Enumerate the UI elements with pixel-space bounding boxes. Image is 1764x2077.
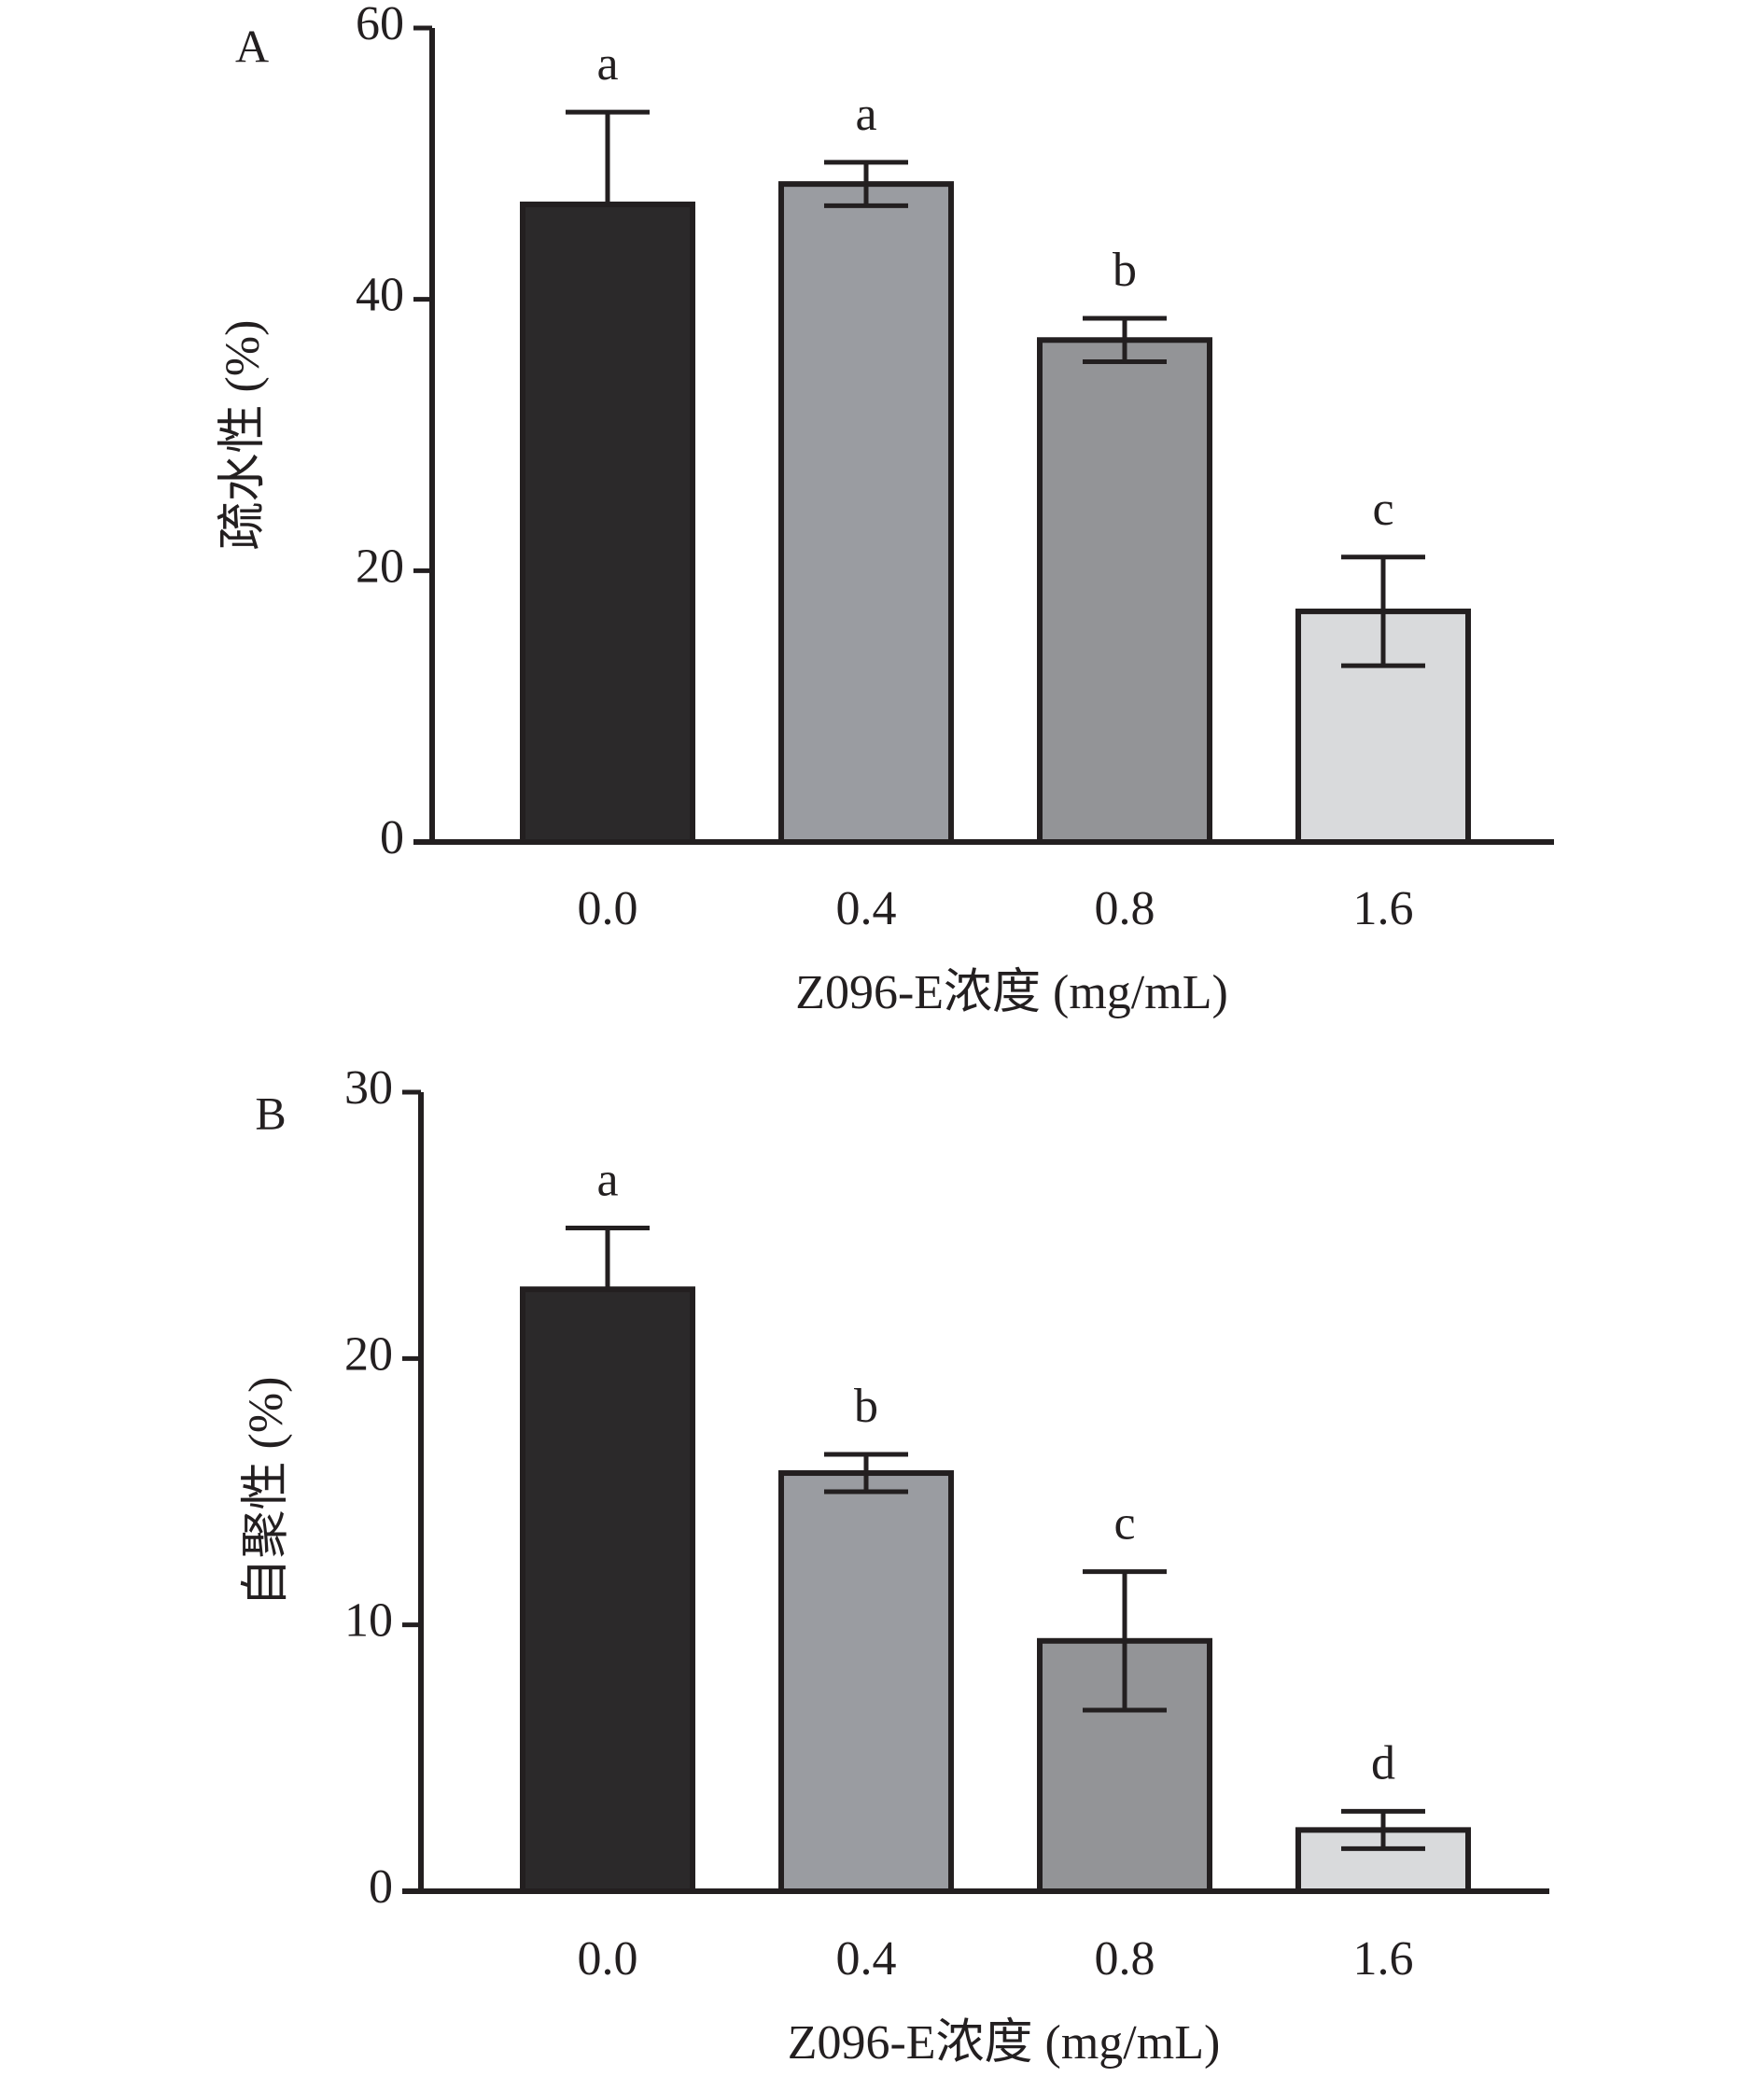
panel-a-bar: [520, 201, 695, 845]
panel-a-x-axis-title: Z096-E浓度 (mg/mL): [795, 966, 1228, 1019]
panel-b-y-tick-label: 30: [344, 1061, 393, 1115]
panel-a-y-tick-label: 20: [356, 540, 404, 593]
panel-b-y-tick-label: 10: [344, 1594, 393, 1648]
panel-b-label: B: [255, 1087, 286, 1139]
panel-a-y-tick-label: 60: [356, 0, 404, 50]
panel-b-bar: [778, 1470, 954, 1894]
panel-b-y-tick-label: 0: [369, 1860, 393, 1914]
panel-a-x-tick-label: 0.0: [578, 882, 638, 935]
panel-b-y-axis-title: 自聚性 (%): [240, 1377, 293, 1607]
panel-a-x-tick-label: 0.8: [1095, 882, 1155, 935]
panel-a-significance-label: a: [855, 88, 876, 141]
panel-b-x-tick-label: 0.8: [1095, 1932, 1155, 1986]
panel-a-bar: [1037, 337, 1212, 845]
panel-b-significance-label: a: [596, 1154, 618, 1207]
panel-b-x-tick-label: 1.6: [1353, 1932, 1414, 1986]
panel-a-y-tick-label: 40: [356, 269, 404, 322]
panel-b-bar: [520, 1286, 695, 1894]
panel-a-x-tick-label: 1.6: [1353, 882, 1414, 935]
panel-b-x-tick-label: 0.0: [578, 1932, 638, 1986]
panel-a-bar: [778, 181, 954, 845]
panel-b-significance-label: b: [854, 1380, 878, 1433]
panel-a-y-axis-title: 疏水性 (%): [217, 320, 270, 551]
panel-b-significance-label: d: [1371, 1736, 1395, 1789]
panel-b-x-axis-title: Z096-E浓度 (mg/mL): [788, 2016, 1221, 2070]
panel-a-significance-label: a: [596, 37, 618, 91]
panel-a-x-tick-label: 0.4: [836, 882, 897, 935]
panel-b-y-tick-label: 20: [344, 1327, 393, 1381]
panel-a-label: A: [235, 20, 269, 72]
panel-b-x-tick-label: 0.4: [836, 1932, 897, 1986]
panel-b-significance-label: c: [1113, 1497, 1135, 1551]
panel-a-significance-label: b: [1113, 244, 1137, 297]
panel-a-significance-label: c: [1372, 483, 1393, 536]
panel-a-y-tick-label: 0: [380, 811, 404, 864]
